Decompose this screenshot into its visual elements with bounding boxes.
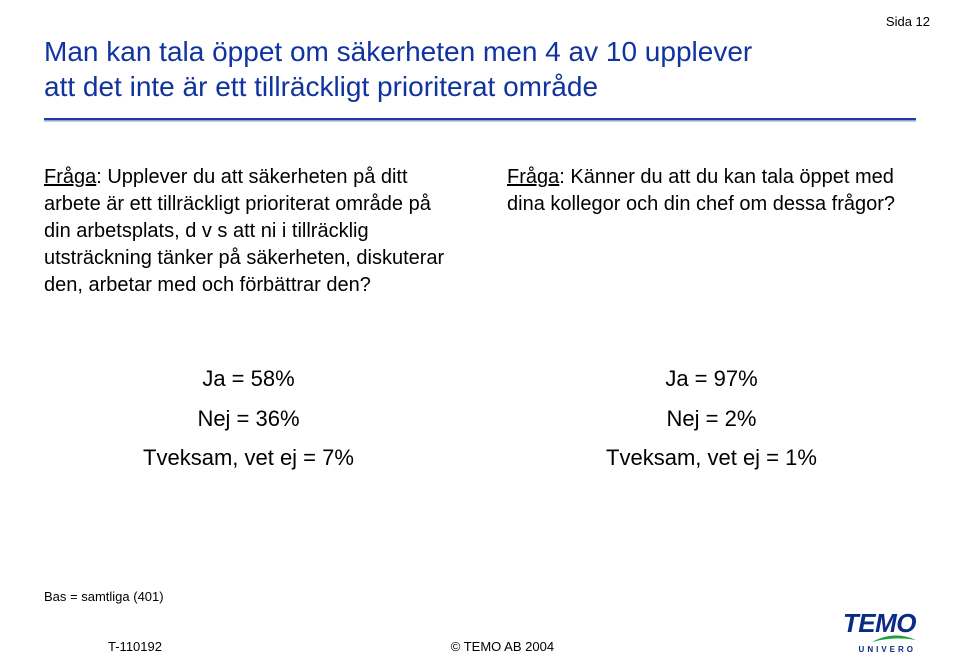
right-result-2: Nej = 2%	[507, 399, 916, 439]
left-question-text: Fråga: Upplever du att säkerheten på dit…	[44, 164, 453, 299]
results-row: Ja = 58% Nej = 36% Tveksam, vet ej = 7% …	[44, 359, 916, 478]
right-question: Fråga: Känner du att du kan tala öppet m…	[507, 164, 916, 299]
title-rule	[44, 118, 916, 122]
logo: TEMO UNIVERO	[843, 610, 916, 654]
right-results: Ja = 97% Nej = 2% Tveksam, vet ej = 1%	[507, 359, 916, 478]
right-question-prefix: Fråga	[507, 166, 559, 188]
title-line-1: Man kan tala öppet om säkerheten men 4 a…	[44, 36, 752, 67]
footer-center: © TEMO AB 2004	[162, 639, 843, 654]
title-block: Man kan tala öppet om säkerheten men 4 a…	[44, 34, 916, 122]
logo-sub: UNIVERO	[859, 646, 916, 654]
page-title: Man kan tala öppet om säkerheten men 4 a…	[44, 34, 916, 104]
footer-row: T-110192 © TEMO AB 2004 TEMO UNIVERO	[44, 610, 916, 654]
right-result-3: Tveksam, vet ej = 1%	[507, 438, 916, 478]
title-line-2: att det inte är ett tillräckligt priorit…	[44, 71, 598, 102]
questions-row: Fråga: Upplever du att säkerheten på dit…	[44, 164, 916, 299]
left-result-2: Nej = 36%	[44, 399, 453, 439]
right-result-1: Ja = 97%	[507, 359, 916, 399]
left-result-3: Tveksam, vet ej = 7%	[44, 438, 453, 478]
right-question-rest: : Känner du att du kan tala öppet med di…	[507, 166, 895, 215]
logo-main: TEMO	[843, 610, 916, 636]
right-question-text: Fråga: Känner du att du kan tala öppet m…	[507, 164, 916, 218]
left-results: Ja = 58% Nej = 36% Tveksam, vet ej = 7%	[44, 359, 453, 478]
left-question-prefix: Fråga	[44, 166, 96, 188]
footer: Bas = samtliga (401) T-110192 © TEMO AB …	[44, 589, 916, 654]
footer-left: T-110192	[108, 639, 162, 654]
base-text: Bas = samtliga (401)	[44, 589, 916, 604]
logo-swoosh-path	[872, 635, 916, 642]
page-number: Sida 12	[886, 14, 930, 29]
left-question: Fråga: Upplever du att säkerheten på dit…	[44, 164, 453, 299]
left-question-rest: : Upplever du att säkerheten på ditt arb…	[44, 166, 444, 296]
logo-swoosh-icon	[872, 634, 916, 644]
left-result-1: Ja = 58%	[44, 359, 453, 399]
